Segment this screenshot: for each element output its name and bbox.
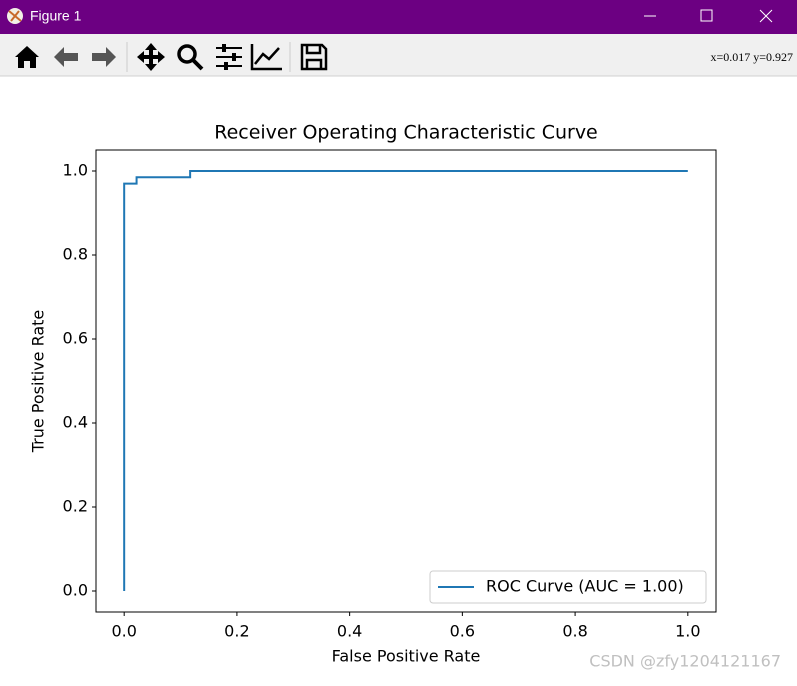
close-button[interactable] <box>759 9 773 23</box>
zoom-button[interactable] <box>177 44 197 64</box>
y-tick-label: 1.0 <box>63 161 88 180</box>
y-tick-label: 0.2 <box>63 497 88 516</box>
x-tick-label: 0.2 <box>224 622 249 641</box>
window-title: Figure 1 <box>30 8 82 24</box>
toolbar <box>0 34 797 76</box>
home-button[interactable] <box>15 46 39 68</box>
zoom-handle <box>191 58 204 71</box>
x-axis-label: False Positive Rate <box>332 647 481 666</box>
x-tick-label: 0.0 <box>111 622 136 641</box>
roc-line <box>123 170 688 591</box>
plot-area <box>95 149 717 613</box>
y-tick-label: 0.6 <box>63 329 88 348</box>
pan-button[interactable] <box>137 43 165 71</box>
y-tick-label: 0.8 <box>63 245 88 264</box>
back-button[interactable] <box>54 47 78 67</box>
legend-box <box>429 570 707 604</box>
configure-glyph <box>222 44 236 70</box>
configure-button[interactable] <box>216 47 242 67</box>
cursor-coords: x=0.017 y=0.927 <box>710 50 793 64</box>
y-tick-label: 0.0 <box>63 581 88 600</box>
x-tick-label: 0.6 <box>450 622 475 641</box>
x-tick-label: 1.0 <box>675 622 700 641</box>
y-tick-label: 0.4 <box>63 413 88 432</box>
watermark: CSDN @zfy1204121167 <box>589 652 781 671</box>
save-button[interactable] <box>300 43 328 71</box>
x-tick-label: 0.8 <box>562 622 587 641</box>
legend-label: ROC Curve (AUC = 1.00) <box>486 577 684 596</box>
forward-button[interactable] <box>92 47 116 67</box>
maximize-button[interactable] <box>700 9 713 22</box>
y-axis-label: True Positive Rate <box>29 310 48 454</box>
axes-button[interactable] <box>250 44 282 71</box>
title-bar <box>0 0 797 34</box>
chart-title: Receiver Operating Characteristic Curve <box>214 122 598 144</box>
app-icon-glyph <box>8 10 22 22</box>
x-tick-label: 0.4 <box>337 622 362 641</box>
